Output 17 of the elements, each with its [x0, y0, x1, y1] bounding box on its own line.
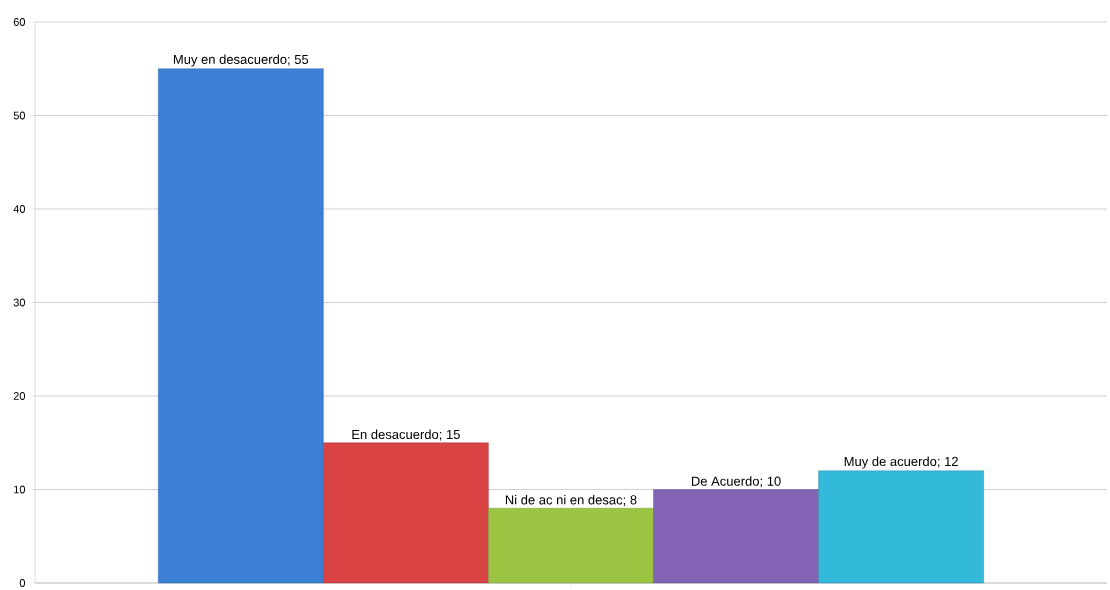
- y-tick-label: 40: [13, 205, 26, 213]
- data-label: Muy en desacuerdo; 55: [173, 54, 309, 67]
- y-tick-label: 20: [13, 392, 26, 400]
- y-tick-label: 30: [13, 298, 26, 307]
- bar: [488, 508, 654, 584]
- bar: [653, 489, 819, 584]
- bar: [158, 68, 324, 584]
- y-tick-label: 10: [14, 485, 26, 494]
- data-label: Muy de acuerdo; 12: [844, 456, 958, 469]
- data-label: Ni de ac ni en desac; 8: [505, 494, 637, 506]
- y-tick-label: 50: [13, 111, 26, 120]
- data-label: En desacuerdo; 15: [352, 429, 460, 441]
- data-label: De Acuerdo; 10: [691, 476, 781, 488]
- bar: [818, 470, 984, 584]
- y-tick-label: 60: [13, 18, 26, 26]
- y-tick-label: 0: [19, 579, 26, 587]
- bar: [323, 442, 489, 584]
